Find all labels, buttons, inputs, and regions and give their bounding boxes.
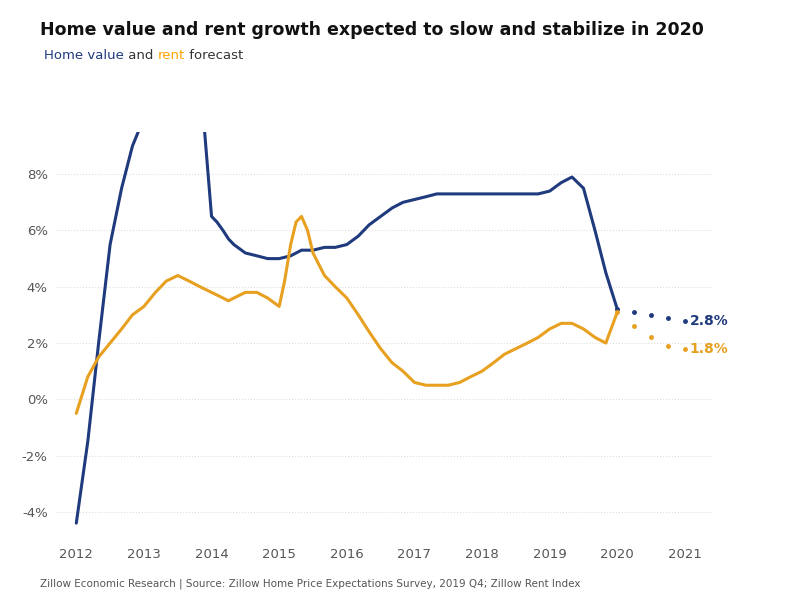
- Text: 2.8%: 2.8%: [690, 314, 729, 328]
- Text: and: and: [124, 49, 158, 62]
- Text: Home value and rent growth expected to slow and stabilize in 2020: Home value and rent growth expected to s…: [40, 21, 704, 39]
- Text: forecast: forecast: [185, 49, 243, 62]
- Text: Home value: Home value: [44, 49, 124, 62]
- Text: 1.8%: 1.8%: [690, 341, 729, 356]
- Text: Zillow Economic Research | Source: Zillow Home Price Expectations Survey, 2019 Q: Zillow Economic Research | Source: Zillo…: [40, 578, 581, 589]
- Text: rent: rent: [158, 49, 185, 62]
